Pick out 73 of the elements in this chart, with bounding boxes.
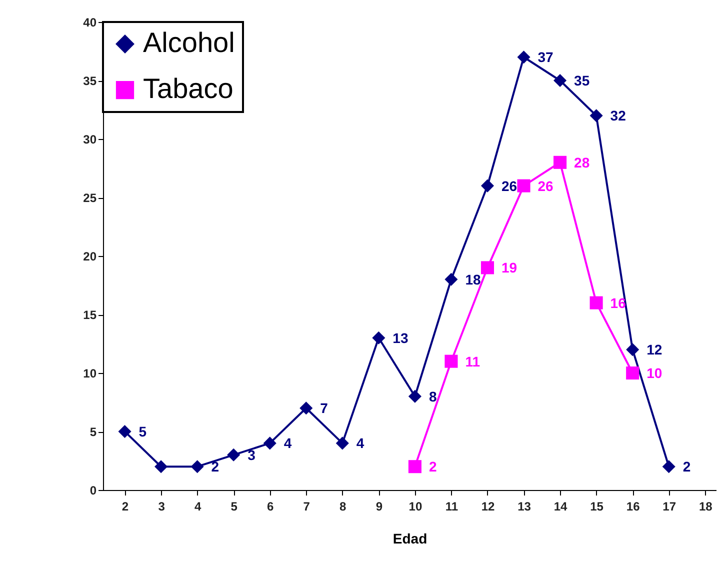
- point: [590, 296, 603, 310]
- x-tick-label: 3: [158, 500, 166, 514]
- x-tick-label: 12: [481, 500, 495, 514]
- data-label: 8: [428, 388, 437, 404]
- x-tick-label: 2: [122, 500, 129, 514]
- point: [554, 156, 567, 169]
- data-label: 10: [646, 365, 662, 381]
- point: [480, 179, 494, 192]
- data-label: 2: [211, 458, 220, 475]
- legend-label: Tabaco: [143, 73, 234, 104]
- point: [263, 436, 276, 450]
- point: [626, 366, 640, 380]
- data-label: 26: [538, 178, 554, 194]
- point: [626, 343, 640, 356]
- x-tick-label: 13: [518, 500, 532, 514]
- x-tick-label: 18: [698, 500, 713, 514]
- y-tick-label: 10: [83, 366, 97, 380]
- x-tick-label: 8: [340, 500, 347, 514]
- x-tick-label: 16: [626, 500, 640, 514]
- data-label: 19: [501, 260, 518, 276]
- point: [408, 390, 422, 403]
- point: [444, 272, 458, 286]
- legend-label: Alcohol: [143, 27, 235, 58]
- y-tick-label: 5: [90, 425, 97, 439]
- data-label: 26: [501, 178, 518, 194]
- y-tick-label: 30: [83, 132, 97, 146]
- point: [517, 179, 530, 192]
- point: [554, 74, 567, 88]
- y-tick-label: 15: [83, 308, 97, 322]
- data-label: 28: [574, 154, 590, 170]
- data-label: 13: [392, 330, 408, 346]
- data-label: 35: [574, 72, 590, 88]
- y-tick-label: 20: [83, 250, 97, 264]
- data-label: 32: [610, 108, 626, 124]
- x-tick-label: 11: [445, 500, 458, 514]
- point: [408, 460, 422, 474]
- x-tick-label: 14: [554, 500, 568, 514]
- data-label: 7: [320, 400, 328, 416]
- point: [118, 424, 132, 438]
- x-tick-label: 9: [376, 500, 383, 514]
- data-label: 12: [646, 342, 662, 358]
- point: [480, 261, 494, 274]
- data-label: 2: [682, 458, 691, 475]
- point: [590, 109, 603, 122]
- point: [444, 354, 458, 368]
- y-tick-label: 0: [90, 484, 97, 498]
- point: [154, 460, 168, 474]
- point: [662, 460, 676, 474]
- x-tick-label: 15: [590, 500, 604, 514]
- point: [300, 402, 313, 415]
- x-tick-label: 6: [267, 500, 274, 514]
- point: [336, 436, 349, 450]
- data-label: 3: [248, 446, 256, 463]
- data-label: 4: [284, 435, 292, 452]
- data-label: 5: [138, 424, 147, 440]
- x-tick-label: 17: [662, 500, 676, 514]
- x-tick-label: 7: [303, 500, 310, 514]
- x-axis-title: Edad: [392, 530, 428, 546]
- data-label: 2: [428, 458, 437, 475]
- x-tick-label: 4: [194, 500, 202, 514]
- point: [372, 331, 386, 344]
- data-label: 18: [465, 271, 481, 288]
- data-label: 37: [538, 49, 554, 66]
- x-tick-label: 10: [408, 500, 422, 514]
- point: [190, 460, 204, 474]
- data-label: 11: [465, 353, 480, 370]
- y-tick-label: 40: [83, 16, 97, 30]
- y-tick-label: 25: [83, 191, 97, 205]
- point: [517, 50, 530, 64]
- point: [227, 448, 240, 462]
- y-tick-label: 35: [83, 74, 97, 88]
- data-label: 4: [356, 435, 364, 452]
- x-tick-label: 5: [230, 500, 238, 514]
